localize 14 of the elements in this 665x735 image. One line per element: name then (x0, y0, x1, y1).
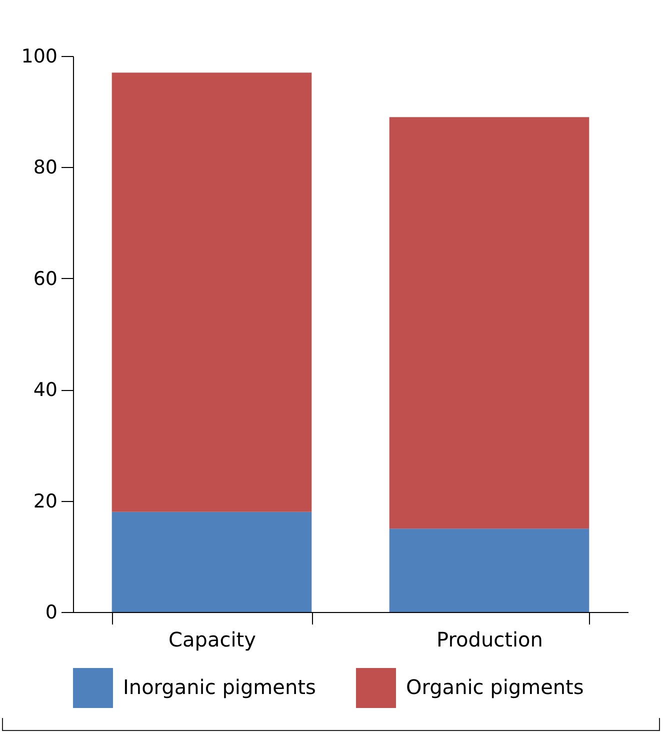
bar (112, 512, 312, 612)
y-tick-label: 100 (21, 46, 58, 68)
y-tick-label: 80 (33, 156, 58, 179)
bar (389, 117, 590, 529)
x-tick-label: Production (436, 628, 543, 652)
y-tick-label: 0 (45, 602, 58, 624)
bar (112, 72, 312, 512)
y-tick-label: 20 (33, 490, 58, 512)
legend-label: Inorganic pigments (123, 675, 316, 699)
y-tick-label: 60 (33, 268, 58, 290)
x-tick-label: Capacity (168, 628, 256, 652)
legend-label: Organic pigments (406, 675, 584, 699)
y-tick-label: 40 (33, 379, 58, 402)
bar (389, 528, 590, 612)
